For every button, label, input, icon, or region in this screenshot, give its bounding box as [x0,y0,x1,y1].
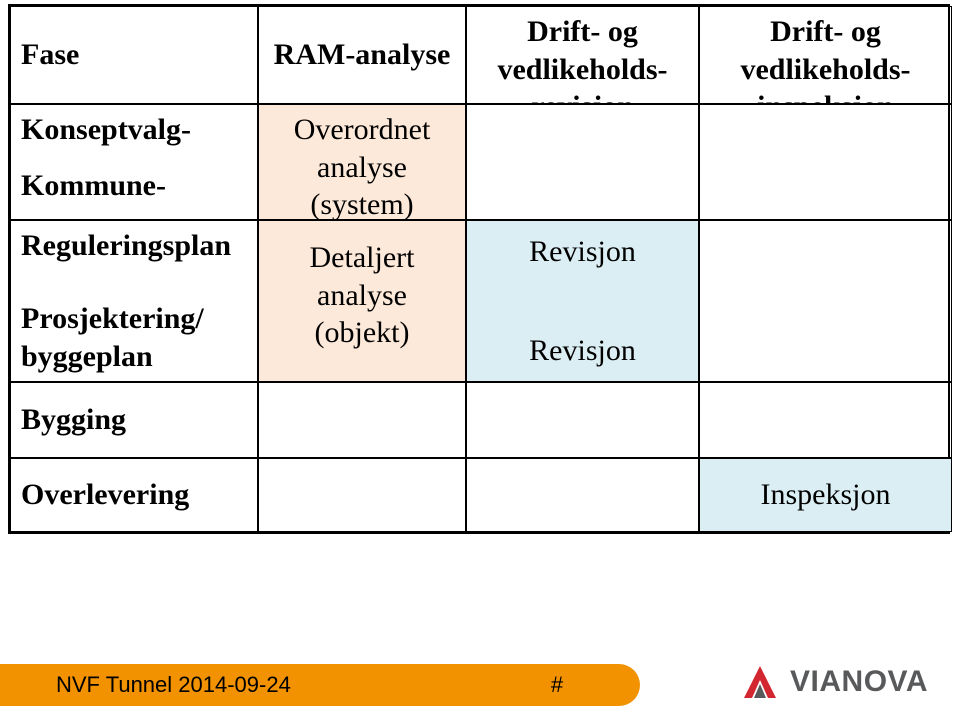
header-rev-l3: revisjon [531,88,634,104]
row3-label2: Prosjektering/ byggeplan [21,300,247,375]
header-insp-l3: inspeksjon [757,88,894,104]
row2-c3 [466,104,699,220]
header-insp-l2: vedlikeholds- [740,51,910,89]
vianova-logo: VIANOVA [740,662,928,702]
row5-inspeksjon: Inspeksjon [699,458,952,532]
vianova-logo-icon [740,662,780,702]
header-rev-l1: Drift- og [527,13,638,51]
row3-c4 [699,220,952,382]
row5-label-text: Overlevering [21,476,189,514]
row3-rev2: Revisjon [529,332,636,370]
row3-label1: Reguleringsplan [21,227,247,265]
vianova-logo-text: VIANOVA [790,665,928,699]
row3-rev1: Revisjon [529,233,636,271]
row2-analyse: Overordnet analyse (system) [258,104,466,220]
footer-page: # [551,672,563,698]
row2-c4 [699,104,952,220]
row4-label: Bygging [10,382,258,458]
row5-c2 [258,458,466,532]
row2-an-l1: Overordnet [294,111,431,149]
row2-an-l2: analyse [317,149,407,187]
row4-c3 [466,382,699,458]
footer-bar: NVF Tunnel 2014-09-24 # [0,664,640,706]
row3-an-l3: (objekt) [315,314,410,352]
row3-label2-l2: byggeplan [21,338,247,376]
phase-table: Fase RAM-analyse Drift- og vedlikeholds-… [8,4,950,534]
footer: NVF Tunnel 2014-09-24 # VIANOVA [0,656,960,706]
header-insp-l1: Drift- og [770,13,881,51]
row2-label2: Kommune- [21,167,247,205]
row3-revisjon: Revisjon Revisjon [466,220,699,382]
header-ram: RAM-analyse [258,6,466,104]
row2-label1: Konseptvalg- [21,111,247,149]
row3-an-l1: Detaljert [310,239,415,277]
header-inspeksjon: Drift- og vedlikeholds- inspeksjon [699,6,952,104]
row3-labels: Reguleringsplan Prosjektering/ byggeplan [10,220,258,382]
row4-c4 [699,382,952,458]
header-fase-text: Fase [21,36,79,74]
row2-an-l3: (system) [310,186,413,220]
header-fase: Fase [10,6,258,104]
row3-analyse: Detaljert analyse (objekt) [258,220,466,382]
row2-labels: Konseptvalg- Kommune- [10,104,258,220]
row4-label-text: Bygging [21,401,126,439]
header-rev-l2: vedlikeholds- [497,51,667,89]
footer-text: NVF Tunnel 2014-09-24 [56,672,291,698]
row5-label: Overlevering [10,458,258,532]
header-revisjon: Drift- og vedlikeholds- revisjon [466,6,699,104]
row3-an-l2: analyse [317,277,407,315]
row4-c2 [258,382,466,458]
row3-label2-l1: Prosjektering/ [21,300,247,338]
header-ram-text: RAM-analyse [274,36,451,74]
row5-c3 [466,458,699,532]
row5-insp-text: Inspeksjon [761,476,891,514]
